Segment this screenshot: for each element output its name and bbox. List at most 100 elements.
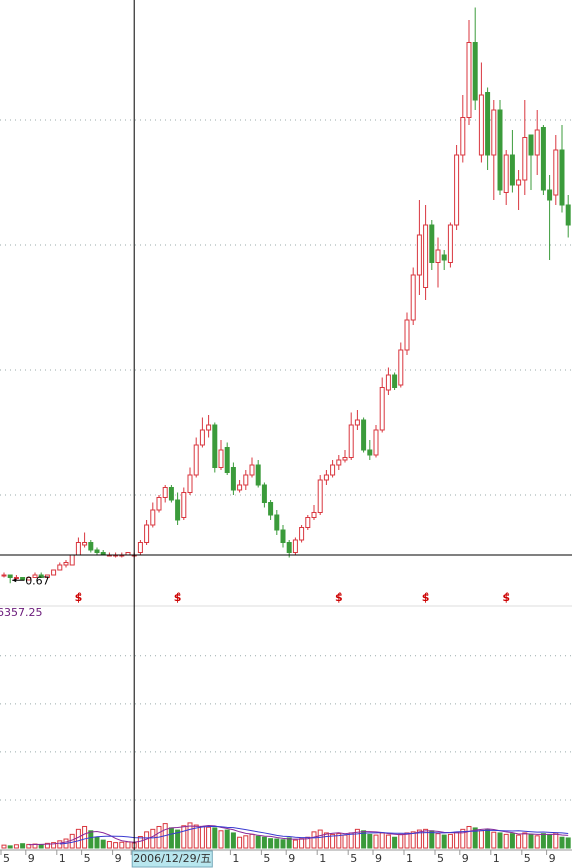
candle-body bbox=[20, 577, 26, 581]
volume-bar bbox=[385, 834, 391, 849]
candle-body bbox=[175, 499, 181, 521]
volume-bar bbox=[447, 833, 453, 849]
volume-bar bbox=[336, 833, 342, 849]
candle-body bbox=[32, 574, 38, 578]
candle-body bbox=[168, 487, 174, 501]
volume-max-label: 6357.25 bbox=[0, 606, 43, 619]
volume-bar bbox=[379, 832, 385, 849]
candle-body bbox=[280, 529, 286, 543]
candle-body bbox=[317, 479, 323, 513]
volume-bar bbox=[311, 831, 317, 849]
volume-bar bbox=[137, 836, 143, 849]
candle-body bbox=[454, 154, 460, 226]
candle-body bbox=[243, 474, 249, 486]
crosshair-label-box bbox=[131, 850, 213, 868]
candle-body bbox=[218, 449, 224, 468]
candle-body bbox=[435, 249, 441, 263]
candle-body bbox=[547, 189, 553, 201]
signal-marker: $̂ bbox=[502, 591, 510, 604]
x-tick-label: 2006/12/29/五 bbox=[133, 852, 211, 865]
volume-bar bbox=[249, 833, 255, 849]
candle-body bbox=[311, 512, 317, 518]
candle-body bbox=[26, 577, 32, 581]
volume-bar bbox=[441, 834, 447, 849]
candle-body bbox=[305, 517, 311, 528]
annotation-arrow-head bbox=[12, 578, 17, 583]
candle-body bbox=[156, 497, 162, 511]
x-tick-label: 1 bbox=[232, 852, 239, 865]
volume-bar bbox=[113, 842, 119, 849]
candle-body bbox=[292, 539, 298, 553]
low-annotation: 0.67 bbox=[25, 574, 50, 587]
volume-bar bbox=[261, 836, 267, 849]
candle-body bbox=[410, 274, 416, 321]
candle-body bbox=[82, 542, 88, 546]
volume-bar bbox=[255, 835, 261, 849]
x-tick-label: 9 bbox=[549, 852, 556, 865]
candle-body bbox=[268, 502, 274, 516]
volume-bar bbox=[404, 832, 410, 849]
candle-body bbox=[385, 374, 391, 391]
volume-bar bbox=[472, 827, 478, 849]
candle-body bbox=[553, 149, 559, 196]
volume-bar bbox=[323, 832, 329, 849]
volume-bar bbox=[69, 833, 75, 849]
candle-body bbox=[162, 487, 168, 498]
volume-bar bbox=[423, 828, 429, 849]
volume-bar bbox=[478, 830, 484, 849]
candle-body bbox=[75, 542, 81, 556]
x-tick-label: 5 bbox=[84, 852, 91, 865]
candle-body bbox=[354, 419, 360, 426]
candle-body bbox=[181, 492, 187, 518]
candle-body bbox=[379, 387, 385, 431]
volume-bar bbox=[392, 836, 398, 849]
candle-body bbox=[274, 514, 280, 531]
x-tick-label: 5 bbox=[524, 852, 531, 865]
candle-body bbox=[503, 154, 509, 193]
x-tick-label: 1 bbox=[59, 852, 66, 865]
volume-bar bbox=[20, 843, 26, 849]
volume-bar bbox=[317, 829, 323, 849]
candle-body bbox=[509, 154, 515, 186]
candle-body bbox=[206, 424, 212, 431]
x-tick-label: 5 bbox=[263, 852, 270, 865]
volume-bar bbox=[38, 844, 44, 849]
volume-bar bbox=[534, 835, 540, 849]
volume-bar bbox=[416, 829, 422, 849]
x-tick-label: 9 bbox=[462, 852, 469, 865]
candle-body bbox=[361, 419, 367, 451]
volume-bar bbox=[373, 834, 379, 849]
candle-body bbox=[472, 42, 478, 101]
candle-body bbox=[497, 109, 503, 191]
candle-body bbox=[528, 134, 534, 156]
candle-body bbox=[38, 574, 44, 578]
x-tick-label: 9 bbox=[288, 852, 295, 865]
x-tick-label: 9 bbox=[28, 852, 35, 865]
candle-body bbox=[423, 224, 429, 288]
signal-marker: $̂ bbox=[174, 591, 182, 604]
volume-bar bbox=[243, 835, 249, 849]
volume-bar bbox=[410, 831, 416, 849]
candle-body bbox=[522, 137, 528, 181]
candle-body bbox=[255, 464, 261, 486]
volume-bar bbox=[342, 834, 348, 849]
volume-bar bbox=[367, 833, 373, 849]
volume-bar bbox=[168, 827, 174, 849]
candle-body bbox=[7, 574, 13, 578]
volume-bar bbox=[485, 829, 491, 849]
volume-bar bbox=[466, 825, 472, 849]
volume-bar bbox=[13, 844, 19, 849]
volume-bar bbox=[224, 829, 230, 849]
volume-bar bbox=[398, 833, 404, 849]
volume-bar bbox=[299, 838, 305, 849]
x-tick-label: 1 bbox=[319, 852, 326, 865]
candle-body bbox=[416, 234, 422, 276]
candle-body bbox=[137, 542, 143, 553]
candle-body bbox=[237, 484, 243, 491]
x-tick-label: 9 bbox=[115, 852, 122, 865]
volume-bar bbox=[280, 839, 286, 849]
volume-ma-line bbox=[28, 824, 569, 846]
volume-bar bbox=[150, 828, 156, 849]
volume-bar bbox=[88, 830, 94, 849]
volume-bar bbox=[1, 844, 7, 849]
